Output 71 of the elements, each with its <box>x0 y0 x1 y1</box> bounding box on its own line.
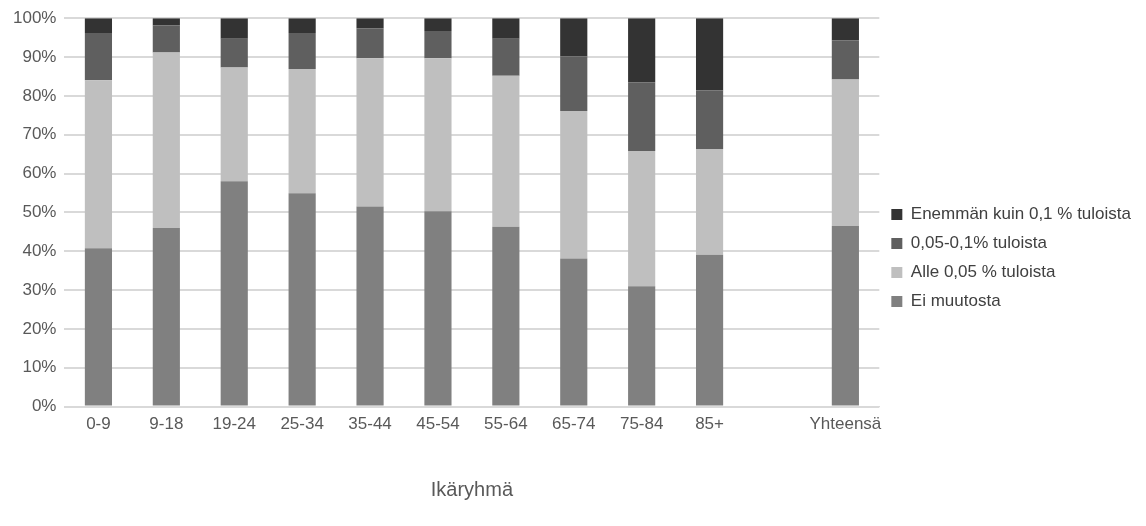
bar <box>492 75 520 227</box>
bar <box>695 90 724 150</box>
bar <box>560 111 588 259</box>
x-tick-label: 9-18 <box>149 414 184 434</box>
bar <box>220 181 248 406</box>
y-tick-label: 100% <box>13 7 57 27</box>
bar <box>356 58 384 207</box>
bar <box>695 18 724 91</box>
legend-label: 0,05-0,1% tuloista <box>910 233 1048 253</box>
y-tick-label: 40% <box>22 240 57 260</box>
bar <box>628 151 656 287</box>
y-tick-label: 90% <box>22 46 57 66</box>
bar <box>288 69 316 194</box>
y-tick-label: 60% <box>22 163 57 183</box>
y-tick-label: 0% <box>31 396 57 416</box>
bar <box>492 226 520 406</box>
legend-label: Alle 0,05 % tuloista <box>910 262 1056 282</box>
bar <box>831 40 859 80</box>
bar <box>492 38 520 76</box>
x-tick-label: Yhteensä <box>809 414 882 434</box>
x-tick-label: 55-64 <box>484 414 528 434</box>
bar <box>288 18 316 33</box>
legend-label: Ei muutosta <box>910 291 1002 311</box>
bar <box>695 149 724 255</box>
bar <box>152 18 180 26</box>
y-tick-label: 50% <box>22 202 57 222</box>
bar <box>84 18 113 33</box>
x-tick-label: 65-74 <box>552 414 596 434</box>
bar <box>831 79 859 226</box>
bar <box>492 18 520 39</box>
y-tick-label: 10% <box>22 357 57 377</box>
legend-label: Enemmän kuin 0,1 % tuloista <box>910 204 1132 224</box>
x-tick-label: 85+ <box>695 414 725 434</box>
x-tick-label: 75-84 <box>619 414 664 434</box>
bar <box>152 227 180 406</box>
bar <box>288 32 316 70</box>
y-tick-label: 30% <box>22 279 57 299</box>
bar <box>560 258 588 406</box>
bar <box>628 18 656 83</box>
x-tick-label: 19-24 <box>212 414 256 434</box>
bar <box>220 38 248 68</box>
bar <box>84 32 113 81</box>
x-tick-label: 0-9 <box>86 414 111 434</box>
bar <box>831 18 859 41</box>
bar <box>356 28 384 59</box>
bar <box>424 211 452 406</box>
x-axis-title: Ikäryhmä <box>430 477 514 500</box>
bar <box>220 18 248 39</box>
bar <box>84 80 113 249</box>
bar <box>356 206 384 406</box>
bar <box>424 58 452 212</box>
bar <box>424 31 452 59</box>
x-tick-label: 25-34 <box>280 414 324 434</box>
bar <box>695 254 724 406</box>
y-tick-label: 80% <box>22 85 57 105</box>
x-tick-label: 35-44 <box>348 414 392 434</box>
x-tick-label: 45-54 <box>416 414 460 434</box>
bar <box>628 286 656 406</box>
bar <box>84 248 113 406</box>
bar <box>831 225 859 406</box>
bar <box>560 18 588 57</box>
y-tick-label: 20% <box>22 318 57 338</box>
bar <box>560 56 588 112</box>
bar <box>152 25 180 53</box>
bar <box>220 67 248 182</box>
bar <box>628 82 656 152</box>
bar <box>288 193 316 406</box>
bar <box>424 18 452 32</box>
bar <box>356 18 384 29</box>
y-tick-label: 70% <box>22 124 57 144</box>
bar <box>152 52 180 228</box>
